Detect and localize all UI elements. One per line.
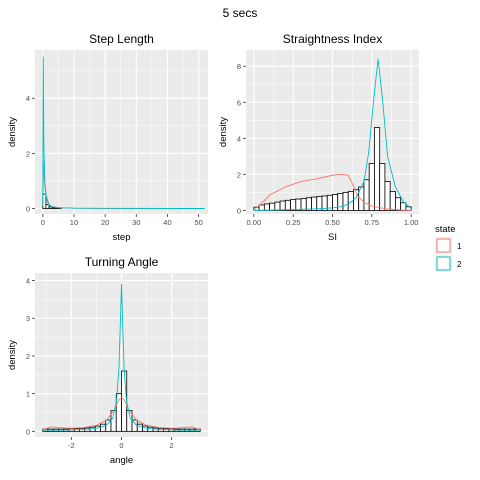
histogram-bar	[395, 197, 402, 211]
x-axis-label: angle	[110, 455, 133, 466]
y-tick-label: 2	[26, 352, 30, 361]
histogram-bar	[305, 197, 312, 211]
y-axis-label: density	[7, 340, 18, 370]
y-tick-label: 4	[26, 277, 30, 286]
x-tick-label: 20	[101, 218, 109, 227]
histogram-bar	[300, 198, 307, 211]
y-tick-label: 6	[237, 98, 241, 107]
histogram-bar	[136, 423, 143, 432]
histogram-bar	[51, 207, 56, 209]
histogram-bar	[374, 127, 381, 211]
histogram-bar	[400, 202, 407, 211]
histogram-bar	[258, 204, 265, 211]
histogram-bar	[295, 198, 302, 211]
y-tick-label: 0	[26, 204, 30, 213]
density-line-state-1	[253, 173, 412, 211]
x-tick-label: 50	[194, 218, 202, 227]
histogram-bar	[274, 201, 281, 211]
legend-entry-label: 2	[457, 260, 462, 269]
y-tick-label: 3	[26, 314, 30, 323]
x-tick-label: 0	[119, 441, 123, 450]
y-tick-label: 4	[26, 94, 30, 103]
panel-1: 0 10 20 30 40 50 0 2 4 Step Length step density	[7, 32, 208, 243]
histogram-bar	[279, 200, 286, 211]
y-tick-label: 8	[237, 62, 241, 71]
density-line-state-2	[42, 56, 205, 209]
x-tick-label: -2	[68, 441, 75, 450]
panel-background	[35, 50, 208, 214]
density-line-state-2	[42, 283, 201, 431]
y-axis-label: density	[7, 117, 18, 147]
histogram-bar	[263, 203, 270, 211]
histogram-bar	[342, 191, 349, 211]
y-tick-label: 0	[237, 206, 241, 215]
y-tick-label: 1	[26, 390, 30, 399]
figure-title: 5 secs	[223, 6, 258, 20]
histogram-bar	[337, 193, 344, 211]
y-tick-label: 4	[237, 134, 241, 143]
x-tick-label: 1.00	[404, 218, 419, 227]
histogram-bar	[269, 202, 276, 211]
legend-entry-label: 1	[457, 242, 462, 251]
histogram-bar	[384, 181, 391, 211]
histogram-bar	[363, 179, 370, 211]
panel-title: Straightness Index	[283, 32, 382, 46]
legend: state 1 2	[435, 224, 462, 272]
histogram-bar	[284, 199, 291, 211]
histogram-bar	[368, 163, 375, 211]
y-axis-label: density	[218, 117, 229, 147]
x-tick-label: 10	[70, 218, 78, 227]
x-tick-label: 40	[163, 218, 171, 227]
y-tick-label: 2	[26, 149, 30, 158]
histogram-bar	[389, 191, 396, 211]
histogram-bar	[100, 423, 107, 432]
density-line-state-1	[42, 396, 201, 431]
x-axis-label: step	[113, 232, 131, 243]
panel-title: Step Length	[89, 32, 154, 46]
legend-key-state-2	[436, 256, 451, 271]
panel-title: Turning Angle	[85, 255, 159, 269]
density-line-state-2	[253, 58, 412, 211]
panel-2: 0.00 0.25 0.50 0.75 1.00 0 2 4 6 8 Straightness In…	[218, 32, 419, 243]
x-tick-label: 0.25	[286, 218, 301, 227]
y-tick-label: 2	[237, 170, 241, 179]
x-tick-label: 2	[170, 441, 174, 450]
x-axis-label: SI	[328, 232, 337, 243]
histogram-bar	[379, 163, 386, 211]
y-tick-label: 0	[26, 427, 30, 436]
x-tick-label: 0.50	[325, 218, 340, 227]
x-tick-label: 0	[41, 218, 45, 227]
histogram-bar	[290, 199, 297, 211]
x-tick-label: 30	[132, 218, 140, 227]
histogram-bar	[121, 370, 128, 432]
legend-title: state	[435, 224, 456, 235]
x-tick-label: 0.75	[365, 218, 380, 227]
panel-3: -2 0 2 0 1 2 3 4 Turning Angle angle density	[7, 255, 208, 466]
legend-key-state-1	[436, 238, 451, 253]
x-tick-label: 0.00	[247, 218, 262, 227]
